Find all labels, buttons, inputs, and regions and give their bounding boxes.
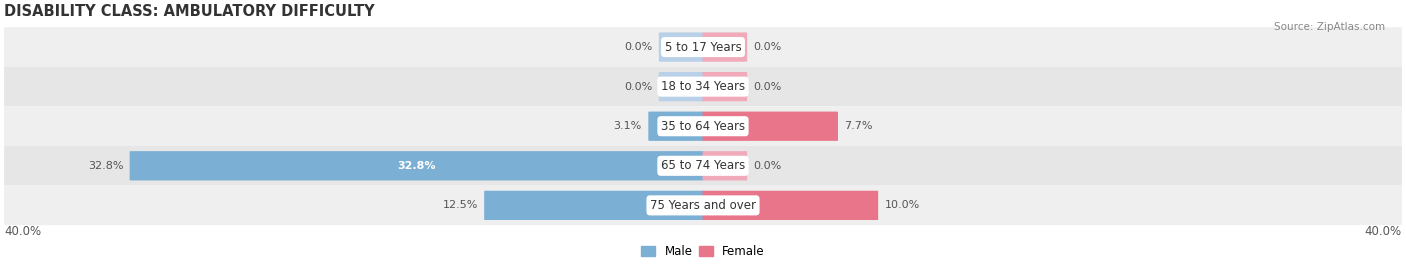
Text: 40.0%: 40.0% bbox=[1364, 225, 1402, 238]
Text: DISABILITY CLASS: AMBULATORY DIFFICULTY: DISABILITY CLASS: AMBULATORY DIFFICULTY bbox=[4, 4, 375, 19]
Text: 5 to 17 Years: 5 to 17 Years bbox=[665, 41, 741, 54]
Text: 18 to 34 Years: 18 to 34 Years bbox=[661, 80, 745, 93]
FancyBboxPatch shape bbox=[648, 112, 703, 141]
Text: 12.5%: 12.5% bbox=[443, 200, 478, 210]
FancyBboxPatch shape bbox=[4, 146, 1402, 186]
Text: 40.0%: 40.0% bbox=[4, 225, 42, 238]
Text: 35 to 64 Years: 35 to 64 Years bbox=[661, 120, 745, 133]
FancyBboxPatch shape bbox=[703, 191, 879, 220]
FancyBboxPatch shape bbox=[703, 33, 747, 62]
FancyBboxPatch shape bbox=[4, 107, 1402, 146]
Text: 10.0%: 10.0% bbox=[884, 200, 920, 210]
Text: Source: ZipAtlas.com: Source: ZipAtlas.com bbox=[1274, 22, 1385, 31]
Text: 0.0%: 0.0% bbox=[754, 82, 782, 92]
FancyBboxPatch shape bbox=[4, 27, 1402, 67]
FancyBboxPatch shape bbox=[703, 72, 747, 101]
Text: 0.0%: 0.0% bbox=[754, 42, 782, 52]
FancyBboxPatch shape bbox=[129, 151, 703, 180]
FancyBboxPatch shape bbox=[659, 72, 703, 101]
Text: 32.8%: 32.8% bbox=[398, 161, 436, 171]
Text: 0.0%: 0.0% bbox=[624, 42, 652, 52]
FancyBboxPatch shape bbox=[484, 191, 703, 220]
FancyBboxPatch shape bbox=[4, 67, 1402, 107]
FancyBboxPatch shape bbox=[703, 151, 747, 180]
FancyBboxPatch shape bbox=[659, 33, 703, 62]
FancyBboxPatch shape bbox=[4, 186, 1402, 225]
Text: 7.7%: 7.7% bbox=[845, 121, 873, 131]
Text: 0.0%: 0.0% bbox=[624, 82, 652, 92]
Text: 0.0%: 0.0% bbox=[754, 161, 782, 171]
FancyBboxPatch shape bbox=[703, 112, 838, 141]
Legend: Male, Female: Male, Female bbox=[637, 240, 769, 263]
Text: 3.1%: 3.1% bbox=[613, 121, 643, 131]
Text: 32.8%: 32.8% bbox=[87, 161, 124, 171]
Text: 75 Years and over: 75 Years and over bbox=[650, 199, 756, 212]
Text: 65 to 74 Years: 65 to 74 Years bbox=[661, 159, 745, 172]
